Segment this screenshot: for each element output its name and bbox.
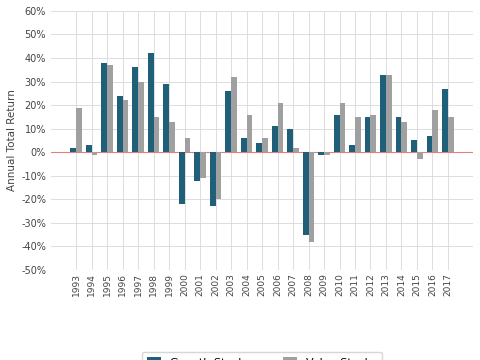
Bar xyxy=(334,114,339,152)
Bar xyxy=(101,63,107,152)
Bar xyxy=(324,152,330,154)
Bar xyxy=(411,140,417,152)
Bar xyxy=(200,152,206,178)
Bar xyxy=(132,67,138,152)
Bar xyxy=(92,152,97,154)
Bar xyxy=(262,138,268,152)
Bar xyxy=(293,148,299,152)
Bar xyxy=(256,143,262,152)
Bar xyxy=(216,152,221,199)
Bar xyxy=(448,117,454,152)
Bar xyxy=(138,82,144,152)
Bar xyxy=(85,145,92,152)
Bar xyxy=(169,122,175,152)
Bar xyxy=(371,114,376,152)
Bar xyxy=(442,89,448,152)
Bar xyxy=(210,152,216,206)
Bar xyxy=(339,103,346,152)
Bar xyxy=(318,152,324,154)
Bar xyxy=(427,136,432,152)
Bar xyxy=(184,138,191,152)
Bar xyxy=(179,152,184,204)
Bar xyxy=(417,152,423,159)
Bar xyxy=(76,108,82,152)
Bar xyxy=(380,75,386,152)
Bar xyxy=(272,126,277,152)
Bar xyxy=(225,91,231,152)
Bar xyxy=(349,145,355,152)
Legend: Growth Stocks, Value Stocks: Growth Stocks, Value Stocks xyxy=(142,352,382,360)
Bar xyxy=(148,53,154,152)
Bar xyxy=(401,122,408,152)
Bar xyxy=(231,77,237,152)
Bar xyxy=(287,129,293,152)
Bar xyxy=(277,103,283,152)
Bar xyxy=(70,148,76,152)
Bar xyxy=(396,117,401,152)
Bar xyxy=(386,75,392,152)
Bar xyxy=(240,138,247,152)
Bar xyxy=(365,117,371,152)
Bar xyxy=(122,100,129,152)
Bar xyxy=(432,110,438,152)
Bar xyxy=(107,65,113,152)
Bar xyxy=(302,152,309,235)
Bar xyxy=(247,114,252,152)
Bar xyxy=(117,96,122,152)
Y-axis label: Annual Total Return: Annual Total Return xyxy=(7,90,17,192)
Bar xyxy=(309,152,314,242)
Bar xyxy=(163,84,169,152)
Bar xyxy=(355,117,361,152)
Bar xyxy=(154,117,159,152)
Bar xyxy=(194,152,200,180)
